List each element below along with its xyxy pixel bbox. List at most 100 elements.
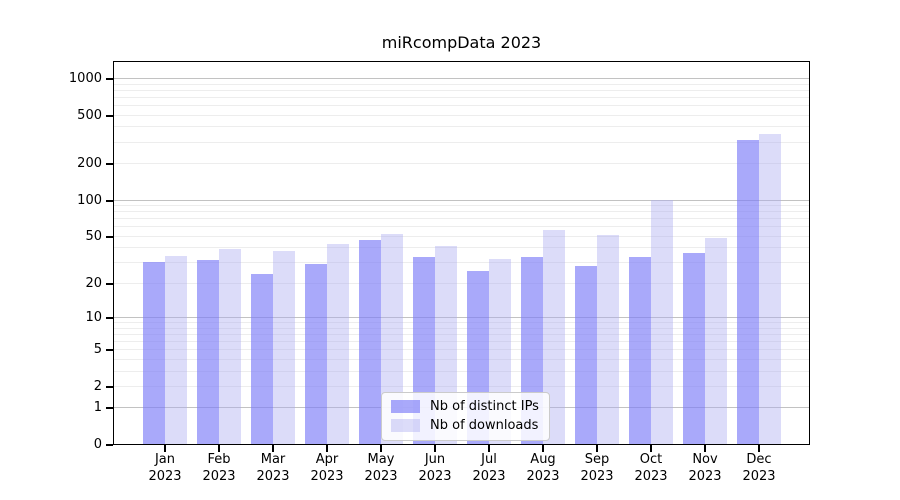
gridline-80 bbox=[114, 211, 809, 213]
gridline-20 bbox=[114, 282, 809, 284]
x-tick-mark-may bbox=[380, 445, 382, 452]
legend-item-downloads: Nb of downloads bbox=[391, 418, 539, 433]
x-tick-mark-feb bbox=[218, 445, 220, 452]
y-tick-mark-2 bbox=[106, 385, 113, 388]
y-tick-label-1: 1 bbox=[93, 400, 102, 416]
x-tick-mark-apr bbox=[326, 445, 328, 452]
bar-distinct-ips-oct bbox=[629, 257, 651, 444]
bar-downloads-oct bbox=[651, 199, 673, 444]
bar-distinct-ips-mar bbox=[251, 273, 273, 444]
x-tick-label-jun: Jun 2023 bbox=[418, 452, 452, 484]
x-tick-label-oct: Oct 2023 bbox=[634, 452, 668, 484]
gridline-800 bbox=[114, 89, 809, 91]
x-tick-label-nov: Nov 2023 bbox=[688, 452, 722, 484]
gridline-9 bbox=[114, 322, 809, 324]
y-tick-mark-100 bbox=[106, 199, 113, 202]
y-tick-label-50: 50 bbox=[85, 228, 102, 244]
gridline-3 bbox=[114, 370, 809, 372]
bar-distinct-ips-sep bbox=[575, 265, 597, 444]
x-tick-label-apr: Apr 2023 bbox=[310, 452, 344, 484]
x-tick-mark-dec bbox=[758, 445, 760, 452]
x-tick-mark-mar bbox=[272, 445, 274, 452]
x-tick-label-may: May 2023 bbox=[364, 452, 398, 484]
legend-label: Nb of downloads bbox=[430, 418, 539, 433]
y-tick-mark-50 bbox=[106, 235, 113, 238]
gridline-2 bbox=[114, 385, 809, 387]
y-tick-label-2: 2 bbox=[93, 378, 102, 394]
bar-downloads-sep bbox=[597, 234, 619, 444]
x-tick-label-dec: Dec 2023 bbox=[742, 452, 776, 484]
gridline-90 bbox=[114, 205, 809, 207]
x-tick-label-jan: Jan 2023 bbox=[148, 452, 182, 484]
bar-downloads-feb bbox=[219, 248, 241, 444]
chart-title: miRcompData 2023 bbox=[381, 33, 542, 52]
y-tick-mark-0 bbox=[106, 444, 113, 446]
bar-downloads-nov bbox=[705, 237, 727, 444]
x-tick-label-sep: Sep 2023 bbox=[580, 452, 614, 484]
y-tick-label-200: 200 bbox=[77, 156, 102, 172]
x-tick-mark-jun bbox=[434, 445, 436, 452]
y-tick-label-5: 5 bbox=[93, 342, 102, 358]
y-tick-label-20: 20 bbox=[85, 275, 102, 291]
x-tick-label-jul: Jul 2023 bbox=[472, 452, 506, 484]
bar-distinct-ips-apr bbox=[305, 263, 327, 444]
y-tick-mark-200 bbox=[106, 163, 113, 166]
x-tick-mark-aug bbox=[542, 445, 544, 452]
bar-downloads-may bbox=[381, 233, 403, 444]
gridline-300 bbox=[114, 141, 809, 143]
x-tick-label-feb: Feb 2023 bbox=[202, 452, 236, 484]
gridline-6 bbox=[114, 340, 809, 342]
y-tick-label-10: 10 bbox=[85, 309, 102, 325]
y-tick-label-500: 500 bbox=[77, 107, 102, 123]
x-tick-mark-jul bbox=[488, 445, 490, 452]
bar-downloads-mar bbox=[273, 251, 295, 444]
gridline-100 bbox=[114, 199, 809, 201]
gridline-40 bbox=[114, 247, 809, 249]
gridline-700 bbox=[114, 96, 809, 98]
y-tick-label-1000: 1000 bbox=[68, 71, 102, 86]
gridline-60 bbox=[114, 226, 809, 228]
gridline-7 bbox=[114, 333, 809, 335]
legend-swatch-distinct-ips bbox=[391, 400, 420, 413]
legend-item-distinct-ips: Nb of distinct IPs bbox=[391, 399, 539, 414]
gridline-600 bbox=[114, 105, 809, 107]
gridline-200 bbox=[114, 163, 809, 165]
y-tick-mark-5 bbox=[106, 349, 113, 352]
legend: Nb of distinct IPs Nb of downloads bbox=[381, 392, 550, 441]
bar-distinct-ips-dec bbox=[737, 139, 759, 444]
x-tick-label-mar: Mar 2023 bbox=[256, 452, 290, 484]
bar-downloads-dec bbox=[759, 134, 781, 444]
gridline-1000 bbox=[114, 78, 809, 79]
bar-downloads-aug bbox=[543, 229, 565, 444]
gridline-4 bbox=[114, 358, 809, 360]
bar-distinct-ips-may bbox=[359, 240, 381, 444]
x-tick-mark-nov bbox=[704, 445, 706, 452]
gridline-500 bbox=[114, 114, 809, 116]
y-tick-mark-500 bbox=[106, 114, 113, 117]
gridline-50 bbox=[114, 235, 809, 237]
y-tick-mark-20 bbox=[106, 282, 113, 285]
bar-downloads-apr bbox=[327, 243, 349, 444]
bar-distinct-ips-feb bbox=[197, 260, 219, 444]
legend-label: Nb of distinct IPs bbox=[430, 399, 539, 414]
bar-distinct-ips-nov bbox=[683, 252, 705, 444]
y-tick-mark-1 bbox=[106, 407, 113, 410]
x-tick-mark-sep bbox=[596, 445, 598, 452]
gridline-5 bbox=[114, 349, 809, 351]
gridline-70 bbox=[114, 218, 809, 220]
bar-distinct-ips-jan bbox=[143, 262, 165, 444]
gridline-8 bbox=[114, 327, 809, 329]
gridline-400 bbox=[114, 126, 809, 128]
x-tick-mark-oct bbox=[650, 445, 652, 452]
x-tick-mark-jan bbox=[164, 445, 166, 452]
bar-downloads-jan bbox=[165, 255, 187, 444]
y-tick-label-100: 100 bbox=[77, 192, 102, 208]
y-tick-mark-10 bbox=[106, 316, 113, 319]
y-tick-label-0: 0 bbox=[93, 437, 102, 452]
legend-swatch-downloads bbox=[391, 419, 420, 432]
plot-area: Nb of distinct IPs Nb of downloads bbox=[113, 61, 810, 445]
x-tick-label-aug: Aug 2023 bbox=[526, 452, 560, 484]
gridline-10 bbox=[114, 316, 809, 318]
gridline-30 bbox=[114, 262, 809, 264]
